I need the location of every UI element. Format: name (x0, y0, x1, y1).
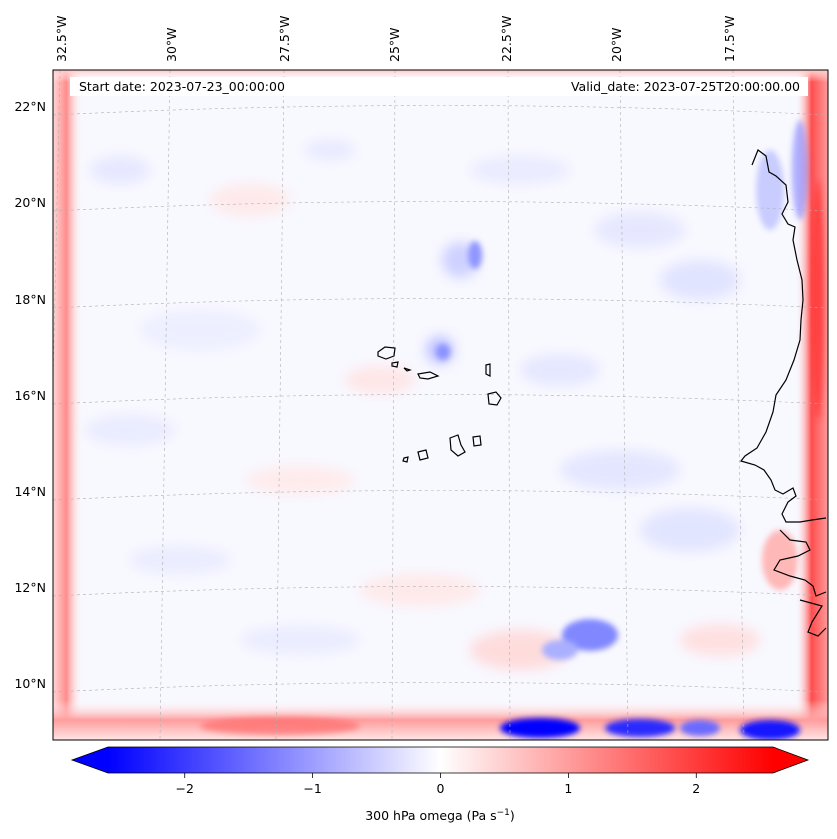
island-santo-antao (377, 346, 396, 360)
meridian-gridline (275, 70, 285, 740)
coastlines (377, 149, 827, 637)
colorbar-title-text: 300 hPa omega (Pa s (365, 808, 496, 823)
colorbar-tick-label: −1 (303, 781, 321, 796)
parallel-gridline (53, 105, 828, 116)
colorbar-tick-label: 0 (437, 781, 445, 796)
meridian-gridline (391, 70, 396, 740)
island-santa-luzia (403, 367, 412, 372)
colorbar-title-close: ) (510, 808, 515, 823)
plot-frame (52, 69, 829, 741)
colorbar-ticks: −2 −1 0 1 2 (176, 773, 700, 796)
lon-label: 22.5°W (499, 16, 514, 62)
parallel-gridline (53, 586, 828, 597)
start-date-label: Start date: 2023-07-23_00:00:00 (79, 79, 285, 94)
meridian-gridline (159, 70, 171, 740)
meridian-gridline (507, 70, 511, 740)
colorbar-outline (70, 746, 810, 774)
lat-label: 22°N (14, 99, 46, 114)
island-santiago (449, 434, 466, 457)
latitude-labels: 22°N 20°N 18°N 16°N 14°N 12°N 10°N (14, 99, 46, 691)
omega-field (53, 70, 828, 740)
lon-label: 30°W (164, 27, 179, 62)
colorbar-tick-label: 2 (692, 781, 700, 796)
lon-label: 25°W (387, 27, 402, 62)
valid-date-label: Valid_date: 2023-07-25T20:00:00.00 (571, 79, 800, 94)
island-maio (472, 435, 482, 447)
colorbar-tick-label: 1 (564, 781, 572, 796)
colorbar-max-extend (773, 747, 808, 773)
meridian-gridline (619, 70, 629, 740)
colorbar-gradient (108, 747, 773, 773)
lat-label: 10°N (14, 676, 46, 691)
longitude-labels: 32.5°W 30°W 27.5°W 25°W 22.5°W 20°W 17.5… (54, 16, 737, 62)
lon-label: 20°W (609, 27, 624, 62)
african-coastline (739, 149, 827, 637)
parallel-gridline (53, 682, 828, 693)
colorbar-min-extend (72, 747, 108, 773)
graticule (53, 70, 828, 740)
colorbar-tick-label: −2 (176, 781, 194, 796)
meridian-gridline (732, 70, 745, 740)
island-brava (402, 456, 409, 463)
header-box (70, 77, 808, 96)
parallel-gridline (53, 201, 828, 212)
lon-label: 32.5°W (54, 16, 69, 62)
island-boa-vista (487, 391, 502, 406)
lat-label: 12°N (14, 580, 46, 595)
lat-label: 18°N (14, 292, 46, 307)
island-sal (485, 363, 491, 377)
colorbar-title-exponent: −1 (497, 808, 510, 818)
lon-label: 17.5°W (722, 16, 737, 62)
parallel-gridline (53, 490, 828, 501)
colorbar-title: 300 hPa omega (Pa s−1) (365, 808, 515, 823)
colorbar: −2 −1 0 1 2 300 hPa omega (Pa s−1) (70, 746, 810, 823)
lat-label: 16°N (14, 388, 46, 403)
island-sao-nicolau (417, 371, 440, 380)
lat-label: 20°N (14, 195, 46, 210)
lon-label: 27.5°W (277, 16, 292, 62)
parallel-gridline (53, 394, 828, 405)
lat-label: 14°N (14, 484, 46, 499)
parallel-gridline (53, 298, 828, 309)
island-sao-vicente (391, 361, 399, 368)
island-fogo (417, 449, 429, 461)
